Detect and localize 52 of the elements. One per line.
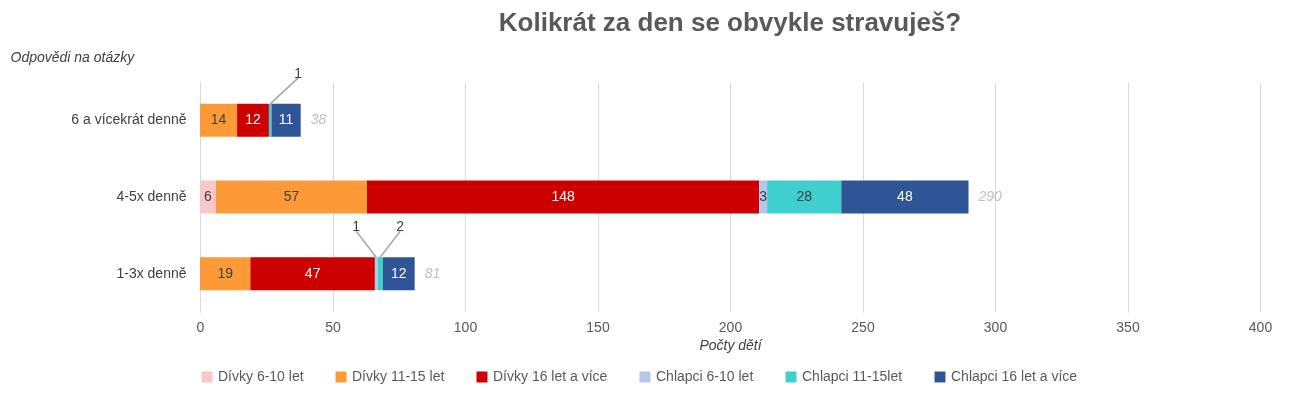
x-tick-label: 300 xyxy=(983,318,1008,335)
bar xyxy=(366,180,760,214)
bar xyxy=(237,103,269,137)
legend-label: Dívky 6-10 let xyxy=(218,368,304,384)
data-label: 11 xyxy=(278,111,294,128)
data-label: 12 xyxy=(245,111,261,128)
x-tick-label: 200 xyxy=(718,318,743,335)
x-tick-label: 350 xyxy=(1116,318,1140,335)
data-label: 47 xyxy=(304,264,321,281)
data-label: 1 xyxy=(294,64,303,81)
bar xyxy=(377,257,383,291)
y-tick-label: 1-3x denně xyxy=(116,264,187,281)
data-label: 12 xyxy=(390,264,407,281)
y-tick-label: 4-5x denně xyxy=(116,188,187,204)
data-label: 19 xyxy=(217,264,234,281)
x-axis-title: Počty dětí xyxy=(699,336,764,353)
bar xyxy=(382,257,415,291)
y-axis-title: Odpovědi na otázky xyxy=(10,48,136,65)
bar xyxy=(374,257,378,291)
x-tick-label: 400 xyxy=(1248,318,1273,335)
x-tick-label: 150 xyxy=(586,318,610,335)
data-label: 14 xyxy=(210,111,227,128)
data-label: 6 xyxy=(204,188,213,204)
bar xyxy=(200,103,238,137)
x-tick-label: 0 xyxy=(196,318,205,335)
x-tick-label: 100 xyxy=(453,318,478,335)
data-label: 48 xyxy=(897,188,913,204)
data-label: 57 xyxy=(283,188,300,204)
bar xyxy=(271,103,301,137)
legend-label: Chlapci 11-15let xyxy=(802,368,903,384)
data-label: 148 xyxy=(551,188,575,204)
total-label: 81 xyxy=(424,264,441,281)
legend-label: Chlapci 16 let a více xyxy=(951,368,1078,384)
bar xyxy=(268,103,272,137)
bar xyxy=(215,180,367,214)
x-tick-label: 250 xyxy=(851,318,875,335)
legend-label: Chlapci 6-10 let xyxy=(656,368,754,384)
data-label: 28 xyxy=(796,188,813,204)
legend-label: Dívky 16 let a více xyxy=(493,368,608,384)
chart-title: Kolikrát za den se obvykle stravuješ? xyxy=(498,7,962,37)
data-label: 1 xyxy=(352,218,361,235)
legend-label: Dívky 11-15 let xyxy=(352,368,445,384)
y-tick-label: 6 a vícekrát denně xyxy=(71,111,187,128)
data-label: 3 xyxy=(759,188,768,204)
data-label: 2 xyxy=(396,218,405,235)
x-tick-label: 50 xyxy=(325,318,341,335)
bar xyxy=(767,180,842,214)
bar xyxy=(841,180,969,214)
bar xyxy=(200,257,251,291)
bar xyxy=(250,257,375,291)
total-label: 290 xyxy=(977,188,1003,204)
total-label: 38 xyxy=(310,111,327,128)
